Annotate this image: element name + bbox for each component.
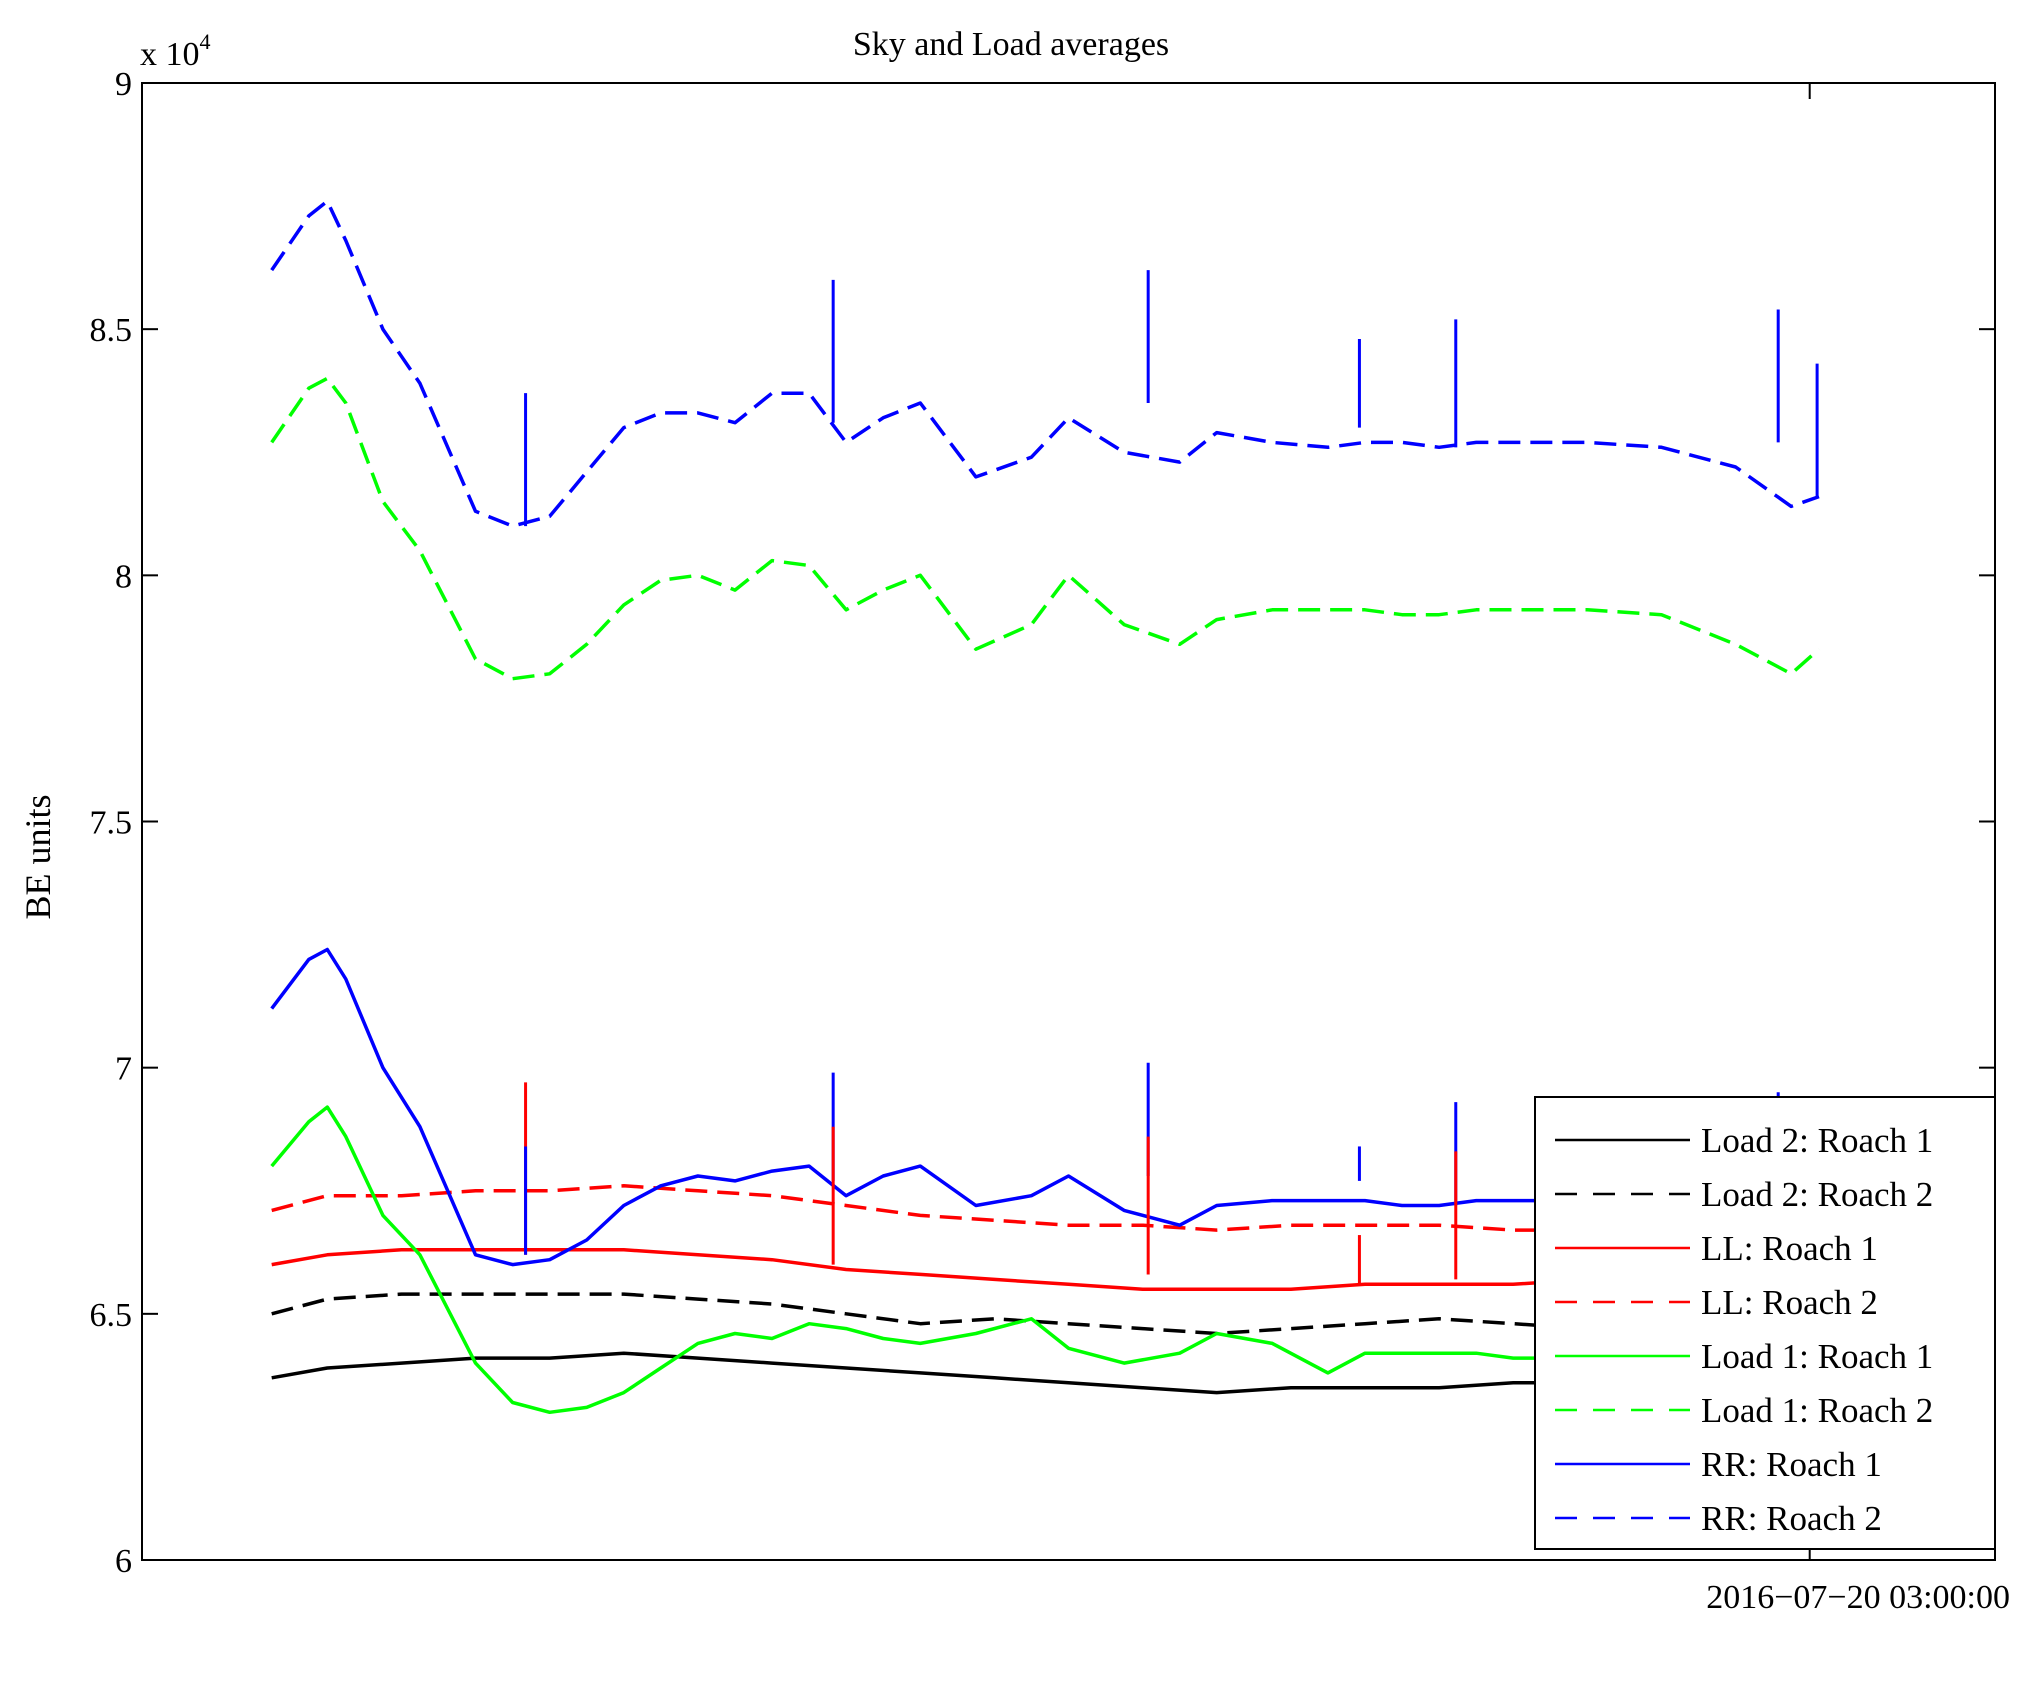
- legend-box: [1534, 1096, 1996, 1550]
- y-tick-label: 8: [115, 558, 132, 595]
- y-exponent-label: x 104: [140, 29, 211, 73]
- plot-series-group: [270, 199, 1821, 1415]
- legend-label-ll-roach-2: LL: Roach 2: [1701, 1283, 1878, 1322]
- legend-label-rr-roach-1: RR: Roach 1: [1701, 1445, 1882, 1484]
- y-tick-label: 9: [115, 66, 132, 103]
- series-line-rr-roach-2: [270, 199, 1820, 528]
- y-tick-label: 8.5: [90, 312, 133, 349]
- legend-label-rr-roach-2: RR: Roach 2: [1701, 1499, 1882, 1538]
- series-line-rr-roach-1: [270, 947, 1819, 1267]
- legend-label-load-1-roach-2: Load 1: Roach 2: [1701, 1391, 1933, 1430]
- legend-label-load-1-roach-1: Load 1: Roach 1: [1701, 1337, 1933, 1376]
- legend-label-ll-roach-1: LL: Roach 1: [1701, 1229, 1878, 1268]
- y-tick-label: 7.5: [90, 805, 133, 842]
- y-tick-label: 6: [115, 1543, 132, 1580]
- y-tick-label: 6.5: [90, 1297, 133, 1334]
- legend: Load 2: Roach 1 Load 2: Roach 2 LL: Roach …: [1534, 1096, 1996, 1550]
- legend-label-load-2-roach-2: Load 2: Roach 2: [1701, 1175, 1933, 1214]
- series-line-load-1-roach-1: [270, 1105, 1819, 1415]
- chart-title: Sky and Load averages: [853, 26, 1169, 63]
- x-tick-label: 2016−07−20 03:00:00: [1706, 1579, 2010, 1616]
- y-exponent-power: 4: [200, 29, 211, 54]
- y-tick-label: 7: [115, 1051, 132, 1088]
- legend-label-load-2-roach-1: Load 2: Roach 1: [1701, 1121, 1933, 1160]
- x-ticks-group: 2016−07−20 03:00:00: [1706, 83, 2010, 1616]
- y-exponent-base: x 10: [140, 36, 200, 73]
- series-line-load-1-roach-2: [270, 376, 1821, 681]
- y-axis-label: BE units: [18, 794, 58, 919]
